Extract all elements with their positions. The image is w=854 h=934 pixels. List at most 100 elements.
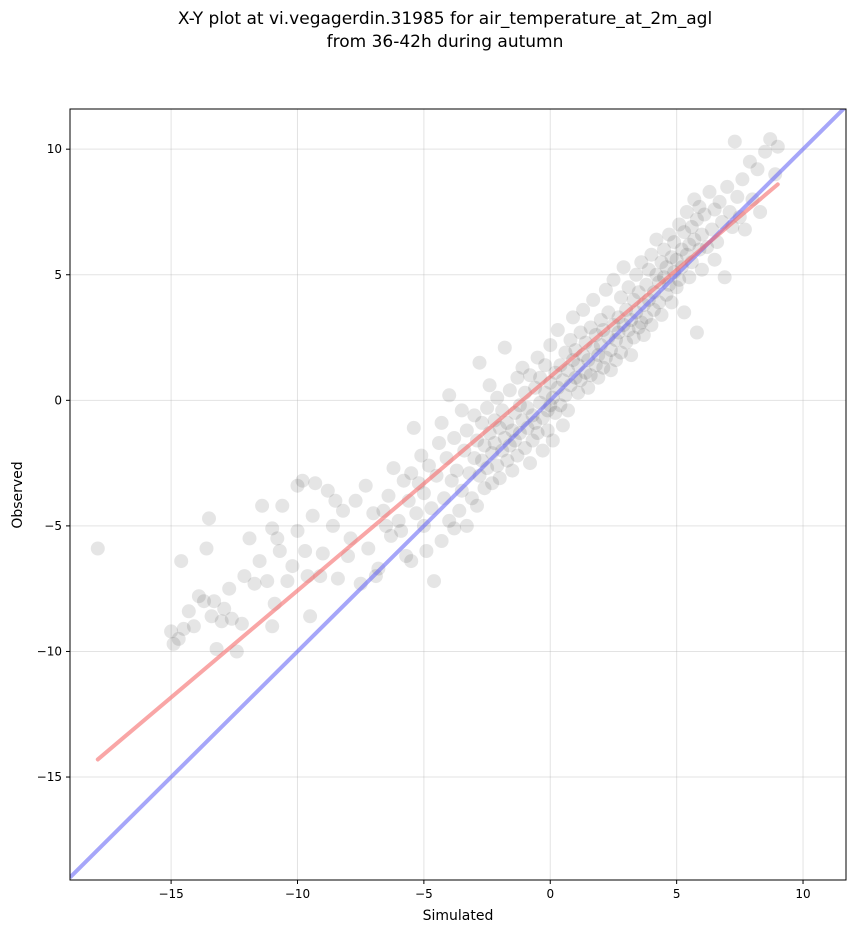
data-point [214,614,229,629]
data-point [416,486,431,501]
data-point [727,134,742,149]
plot-frame [69,108,847,881]
data-point [199,541,214,556]
data-point [186,619,201,634]
data-point [677,305,692,320]
data-point [682,270,697,285]
data-point [722,205,737,219]
x-tick-label: 10 [795,887,810,901]
data-point [586,292,601,307]
data-point [758,144,773,159]
data-point [487,436,502,450]
reference-lines [70,109,846,879]
data-point [467,451,482,466]
regression-line [95,182,780,762]
data-point [530,350,545,365]
data-point [523,368,537,383]
data-point [664,250,679,265]
data-point [558,345,573,360]
data-point [538,358,553,373]
data-point [707,202,722,217]
data-point [679,205,694,219]
data-point [684,220,699,234]
data-point [330,571,345,586]
data-point [404,466,419,481]
data-point [593,313,608,327]
data-point [229,644,244,659]
data-point [659,287,674,302]
data-point [447,521,462,536]
data-point [490,458,505,473]
data-point [624,348,639,363]
data-point [692,199,707,214]
data-point [566,310,580,325]
data-point [320,483,335,498]
data-point [763,132,778,147]
data-point [492,471,507,486]
data-point [490,390,505,405]
data-point [626,330,641,345]
data-point [181,604,196,619]
data-point [644,247,659,262]
y-tick-label: −15 [37,770,62,784]
data-point [285,559,300,574]
data-point [414,448,429,463]
data-point [265,619,280,634]
data-point [386,461,401,476]
data-point [394,523,409,538]
data-point [596,360,611,375]
data-point [255,498,270,513]
data-point [720,179,735,194]
data-point [477,438,492,453]
data-point [563,333,578,347]
data-point [573,325,588,340]
data-point [510,370,525,385]
data-point [689,325,704,340]
data-point [657,270,671,285]
data-point [366,506,381,521]
data-point [667,235,682,250]
data-point [295,473,310,488]
data-point [621,280,636,295]
data-point [694,262,709,277]
data-point [742,154,757,169]
data-point [409,506,424,521]
data-point [315,546,330,561]
y-tick-label: 5 [54,268,62,282]
data-point [636,328,651,342]
data-point [406,420,421,435]
y-tick-label: −5 [44,519,62,533]
data-point [677,225,692,240]
data-point [616,260,631,275]
data-point [530,426,545,440]
data-point [381,488,396,503]
data-point [687,232,702,247]
data-point [336,503,350,518]
data-point [222,581,237,596]
data-point [770,139,785,154]
data-point [657,242,671,257]
data-point [396,473,411,488]
x-axis-label: Simulated [423,908,494,924]
data-point [272,544,287,558]
data-point [603,343,618,358]
data-point [609,353,623,368]
data-point [328,493,343,508]
chart-title-line-1: X-Y plot at vi.vegagerdin.31985 for air_… [178,9,712,29]
data-point [164,624,179,639]
data-point [325,518,340,533]
data-point [464,491,479,506]
data-point [502,383,517,398]
data-point [500,415,515,430]
data-point [497,340,512,355]
data-point [646,302,661,317]
data-point [689,212,704,227]
data-point [576,302,591,317]
x-tick-label: −5 [415,887,433,901]
data-point [737,222,752,237]
data-point [434,415,449,430]
data-point [247,576,262,591]
data-point [500,453,515,468]
data-point [654,255,669,270]
